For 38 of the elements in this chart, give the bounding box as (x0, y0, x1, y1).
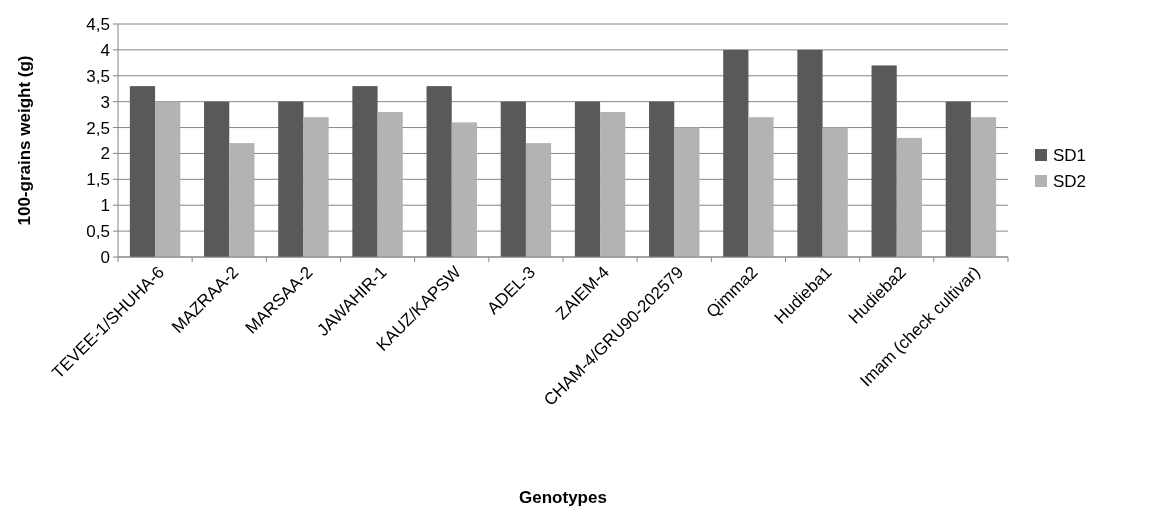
bar (871, 65, 897, 257)
y-tick-label: 1,5 (86, 170, 110, 190)
bar (822, 127, 848, 257)
bar (600, 112, 626, 257)
y-axis-title: 100-grains weight (g) (14, 55, 34, 226)
y-tick-label: 2,5 (86, 118, 110, 138)
y-tick-label: 2 (100, 144, 110, 164)
bar (155, 101, 181, 257)
bar (970, 117, 997, 257)
bar (748, 117, 774, 257)
bar (500, 101, 526, 257)
bar (204, 101, 230, 257)
bar (945, 101, 971, 257)
y-tick-label: 0 (100, 247, 110, 267)
bar (574, 101, 601, 257)
y-tick-label: 3,5 (86, 66, 110, 86)
legend-label: SD1 (1053, 145, 1087, 165)
bar (451, 122, 477, 257)
bar (352, 86, 378, 257)
bar (229, 143, 255, 257)
y-tick-label: 1 (100, 196, 110, 216)
y-tick-label: 3 (100, 92, 110, 112)
bar (278, 101, 304, 257)
bar (129, 86, 156, 257)
bar (525, 143, 552, 257)
y-tick-label: 4 (100, 40, 110, 60)
bar (674, 127, 700, 257)
bar (426, 86, 452, 257)
x-axis-title: Genotypes (519, 488, 607, 507)
y-tick-label: 4,5 (86, 14, 110, 34)
bar (377, 112, 403, 257)
bar (723, 49, 749, 257)
bar (797, 49, 823, 257)
y-tick-label: 0,5 (86, 222, 110, 242)
bar (649, 101, 675, 257)
bar (303, 117, 329, 257)
bar (896, 137, 922, 257)
legend-label: SD2 (1053, 171, 1087, 191)
